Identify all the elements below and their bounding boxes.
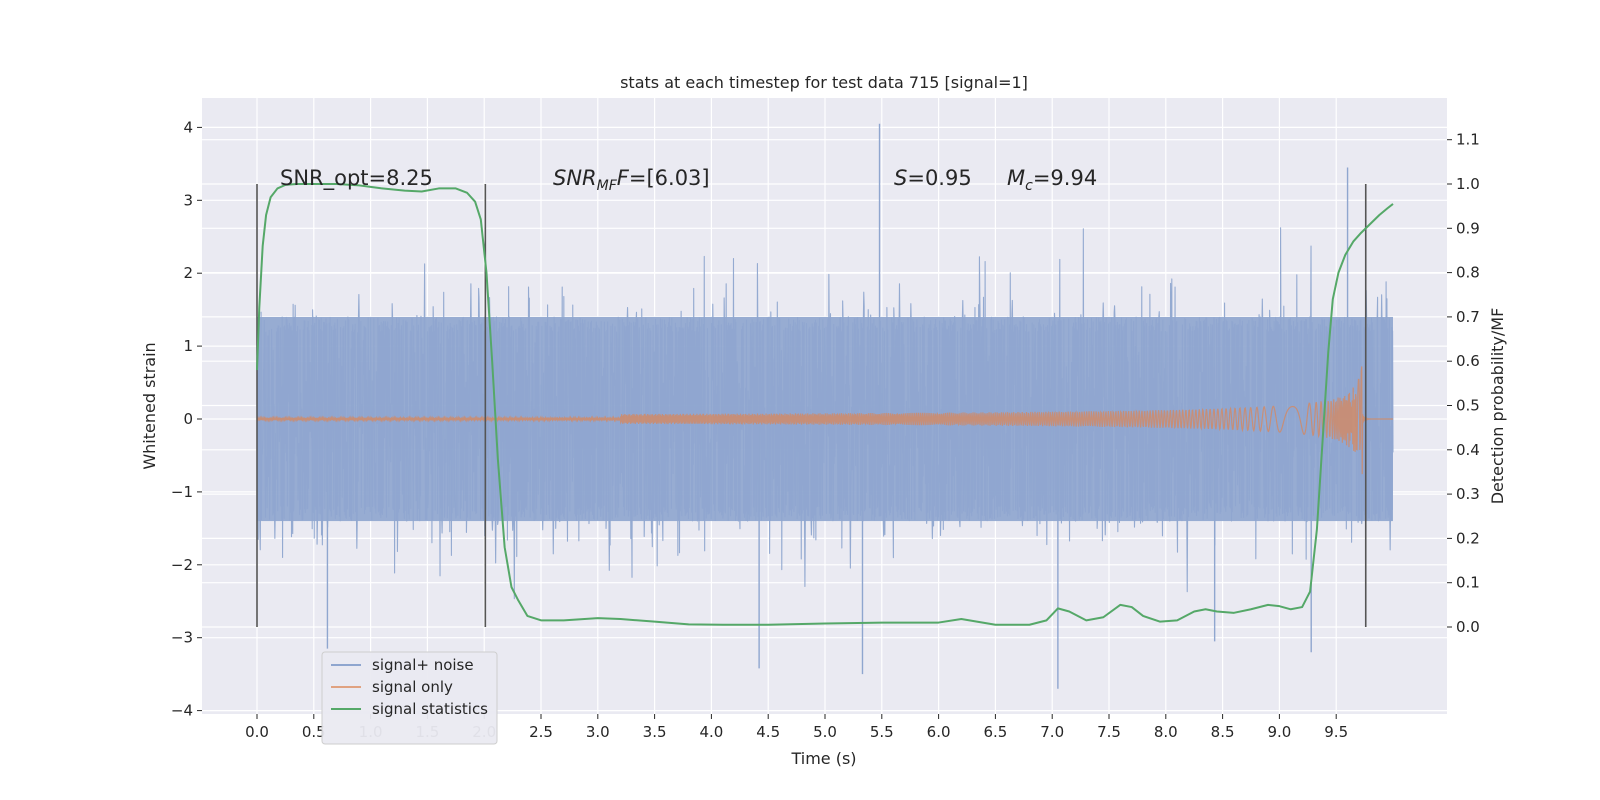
x-tick-label: 0.0: [245, 723, 269, 741]
y-right-tick-label: 1.0: [1456, 175, 1480, 193]
x-tick-label: 5.5: [870, 723, 894, 741]
y-axis-left-label: Whitened strain: [140, 342, 159, 469]
y-left-tick-label: 2: [183, 264, 193, 282]
legend-label-signal-only: signal only: [372, 678, 453, 696]
annotation-snr-mf: SNRMFF=[6.03]: [553, 166, 710, 194]
x-tick-label: 6.0: [927, 723, 951, 741]
y-left-tick-label: 1: [183, 337, 193, 355]
y-right-tick-label: 0.4: [1456, 441, 1480, 459]
y-left-tick-label: 3: [183, 191, 193, 209]
y-axis-right-label: Detection probability/MF: [1488, 308, 1507, 505]
legend: signal+ noise signal only signal statist…: [321, 651, 498, 745]
y-right-tick-label: 0.8: [1456, 264, 1480, 282]
x-tick-label: 7.0: [1040, 723, 1064, 741]
y-right-tick-label: 0.2: [1456, 529, 1480, 547]
x-axis-label: Time (s): [790, 749, 856, 768]
annotation-mc: Mc=9.94: [1007, 166, 1097, 194]
chart-title: stats at each timestep for test data 715…: [620, 73, 1028, 92]
y-right-tick-label: 0.3: [1456, 485, 1480, 503]
x-tick-label: 7.5: [1097, 723, 1121, 741]
x-tick-label: 0.5: [302, 723, 326, 741]
signal-only-line: [256, 366, 1393, 475]
y-left-tick-label: −3: [171, 629, 193, 647]
y-right-tick-label: 0.1: [1456, 574, 1480, 592]
x-tick-label: 4.5: [756, 723, 780, 741]
y-left-tick-label: −1: [171, 483, 193, 501]
y-right-tick-label: 0.6: [1456, 352, 1480, 370]
y-right-tick-label: 0.5: [1456, 397, 1480, 415]
y-left-tick-label: −4: [171, 702, 193, 720]
x-tick-label: 9.5: [1324, 723, 1348, 741]
tick-labels: 0.00.51.01.52.02.53.03.54.04.55.05.56.06…: [171, 118, 1480, 741]
x-tick-label: 2.5: [529, 723, 553, 741]
legend-label-signal-statistics: signal statistics: [372, 700, 488, 718]
x-tick-label: 3.0: [586, 723, 610, 741]
x-tick-label: 5.0: [813, 723, 837, 741]
y-right-tick-label: 0.0: [1456, 618, 1480, 636]
y-right-tick-label: 0.7: [1456, 308, 1480, 326]
signal-statistics-line: [256, 183, 1394, 626]
y-left-tick-label: 4: [183, 118, 193, 136]
x-tick-label: 8.0: [1154, 723, 1178, 741]
y-left-tick-label: −2: [171, 556, 193, 574]
series-signal-only: [256, 366, 1393, 475]
series-signal-statistics: [256, 183, 1394, 626]
legend-box: [321, 651, 498, 745]
y-right-tick-label: 0.9: [1456, 219, 1480, 237]
annotation-snr-opt: SNR_opt=8.25: [280, 166, 433, 191]
x-tick-label: 3.5: [643, 723, 667, 741]
y-left-tick-label: 0: [183, 410, 193, 428]
annotation-s: S=0.95: [894, 166, 972, 190]
x-tick-label: 9.0: [1267, 723, 1291, 741]
legend-label-signal-plus-noise: signal+ noise: [372, 656, 474, 674]
y-right-tick-label: 1.1: [1456, 131, 1480, 149]
x-tick-label: 8.5: [1211, 723, 1235, 741]
x-tick-label: 4.0: [699, 723, 723, 741]
x-tick-label: 6.5: [983, 723, 1007, 741]
